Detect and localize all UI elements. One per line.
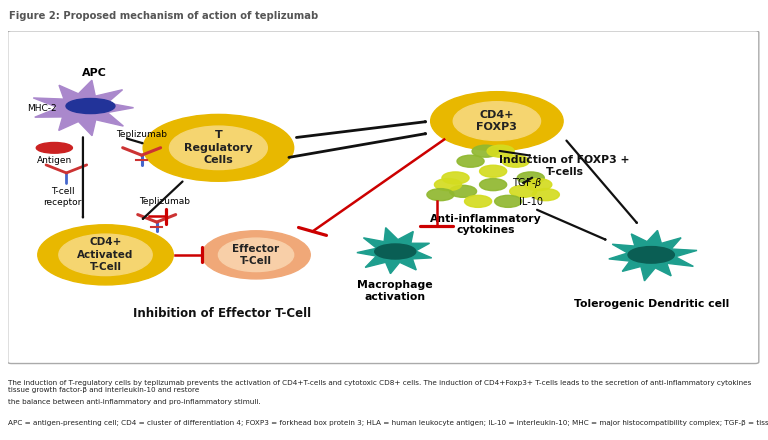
Circle shape (202, 231, 310, 279)
Circle shape (517, 172, 545, 184)
Circle shape (487, 145, 515, 157)
Circle shape (431, 92, 563, 150)
Circle shape (170, 126, 267, 169)
Circle shape (479, 179, 507, 191)
Text: The induction of T-regulatory cells by teplizumab prevents the activation of CD4: The induction of T-regulatory cells by t… (8, 380, 751, 393)
Text: Inhibition of Effector T-Cell: Inhibition of Effector T-Cell (133, 307, 311, 320)
Text: Effector
T-Cell: Effector T-Cell (233, 244, 280, 266)
Ellipse shape (36, 143, 72, 153)
Circle shape (525, 179, 552, 191)
Circle shape (218, 238, 293, 271)
Ellipse shape (375, 244, 415, 259)
Text: T-cell
receptor: T-cell receptor (44, 187, 82, 207)
Polygon shape (357, 227, 432, 274)
Circle shape (38, 225, 174, 285)
Circle shape (457, 155, 484, 167)
Circle shape (435, 179, 462, 191)
Circle shape (502, 155, 529, 167)
Text: T
Regulatory
Cells: T Regulatory Cells (184, 130, 253, 165)
Text: IL-10: IL-10 (519, 197, 544, 207)
Text: Induction of FOXP3 +
T-cells: Induction of FOXP3 + T-cells (499, 155, 630, 177)
Circle shape (510, 185, 537, 197)
Text: MHC-2: MHC-2 (27, 104, 56, 113)
Circle shape (442, 172, 469, 184)
Circle shape (59, 234, 152, 275)
Ellipse shape (66, 99, 115, 114)
Ellipse shape (628, 246, 674, 263)
Text: Antigen: Antigen (37, 156, 72, 165)
Circle shape (427, 189, 454, 201)
Circle shape (479, 165, 507, 177)
Circle shape (465, 195, 492, 207)
Circle shape (495, 195, 521, 207)
Text: Teplizumab: Teplizumab (139, 197, 190, 205)
Text: Macrophage
activation: Macrophage activation (357, 280, 433, 302)
Text: APC = antigen-presenting cell; CD4 = cluster of differentiation 4; FOXP3 = forkh: APC = antigen-presenting cell; CD4 = clu… (8, 420, 768, 426)
Circle shape (143, 114, 293, 181)
Text: the balance between anti-inflammatory and pro-inflammatory stimuli.: the balance between anti-inflammatory an… (8, 399, 260, 405)
Circle shape (472, 145, 499, 157)
Text: CD4+
FOXP3: CD4+ FOXP3 (476, 110, 518, 132)
Text: Figure 2: Proposed mechanism of action of teplizumab: Figure 2: Proposed mechanism of action o… (9, 11, 319, 21)
Circle shape (449, 185, 477, 197)
Text: TGF-$\beta$: TGF-$\beta$ (512, 176, 542, 190)
Text: Teplizumab: Teplizumab (116, 130, 167, 139)
Text: Tolerogenic Dendritic cell: Tolerogenic Dendritic cell (574, 299, 729, 309)
Circle shape (453, 102, 541, 140)
Text: CD4+
Activated
T-Cell: CD4+ Activated T-Cell (78, 238, 134, 272)
Polygon shape (609, 231, 697, 281)
Text: Anti-inflammatory
cytokines: Anti-inflammatory cytokines (430, 213, 541, 235)
Text: APC: APC (82, 68, 107, 78)
FancyBboxPatch shape (8, 31, 759, 363)
Polygon shape (33, 80, 134, 136)
Circle shape (532, 189, 559, 201)
